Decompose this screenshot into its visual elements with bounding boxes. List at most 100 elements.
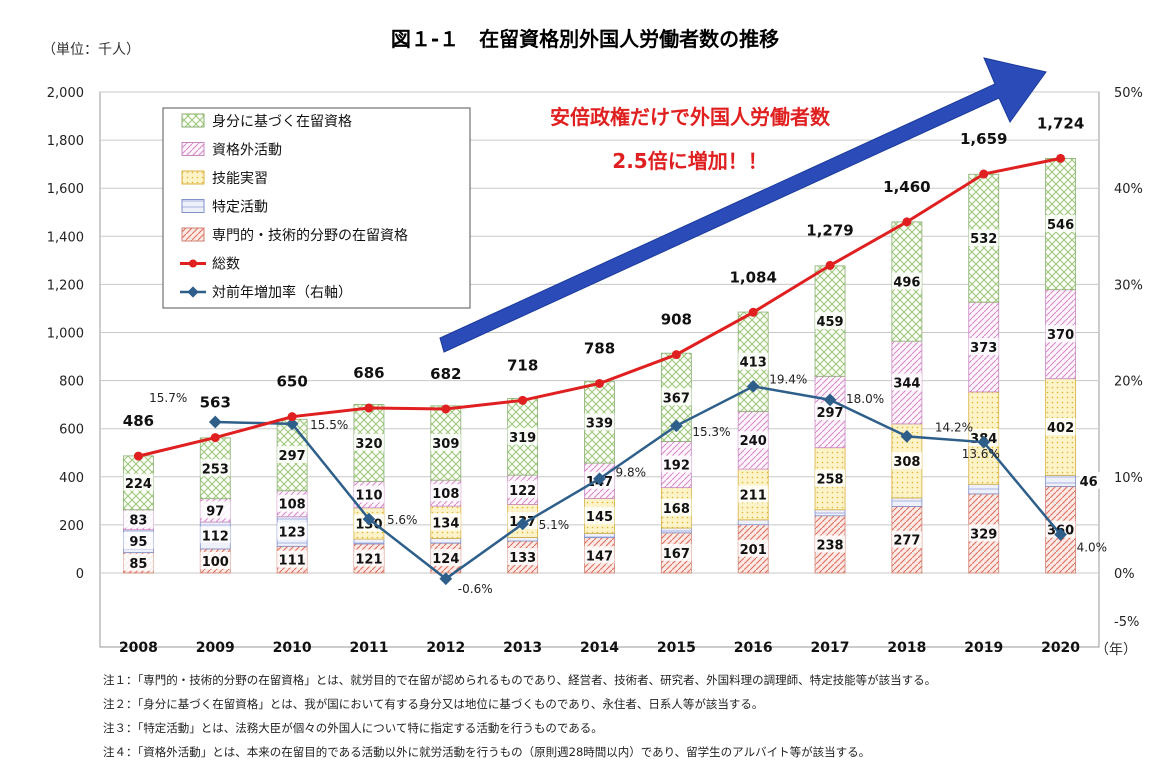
total-point	[902, 217, 912, 227]
segment-label-bg	[430, 484, 461, 502]
rate-label: 15.5%	[310, 418, 348, 432]
y-tick-label: 1,800	[47, 134, 84, 149]
annotation-line-2: 2.5倍に増加！！	[612, 149, 767, 173]
note-3: 注３：「特定活動」とは、法務大臣が個々の外国人について特に指定する活動を行うもの…	[103, 721, 603, 735]
segment-label: 320	[355, 437, 382, 452]
segment-label-bg	[584, 546, 615, 564]
x-tick-label: 2018	[887, 640, 926, 656]
segment-label-bg	[430, 513, 461, 531]
segment-label-bg	[815, 535, 846, 553]
segment-label: 367	[663, 391, 690, 406]
y2-tick-label: 30%	[1114, 278, 1143, 293]
segment-label: 108	[279, 498, 306, 513]
x-tick-label: 2012	[426, 640, 465, 656]
segment-label: 168	[663, 502, 690, 517]
x-tick-label: 2015	[657, 640, 696, 656]
total-label: 682	[430, 365, 461, 383]
segment-label-bg	[584, 413, 615, 431]
segment-label-bg	[507, 427, 538, 445]
y2-tick-label: -5%	[1114, 615, 1139, 630]
total-label: 908	[661, 311, 692, 329]
segment-label: 111	[279, 554, 306, 569]
segment-label-bg	[123, 532, 154, 550]
segment-label: 192	[663, 459, 690, 474]
total-label: 1,659	[960, 130, 1007, 148]
rate-point	[208, 415, 222, 429]
rate-label: 15.7%	[149, 391, 187, 405]
y2-axis-ticks: -5% 0% 10% 20% 30% 40% 50%	[1114, 86, 1143, 630]
segment-label-bg	[200, 501, 231, 519]
segment-label: 124	[432, 552, 459, 567]
segment-label: 83	[129, 514, 147, 529]
total-label: 788	[584, 339, 615, 357]
segment-label-bg	[815, 402, 846, 420]
total-point	[518, 395, 528, 405]
x-tick-label: 2014	[580, 640, 619, 656]
segment-label-bg	[891, 451, 922, 469]
bar-segment	[507, 537, 539, 542]
segment-label-bg	[584, 506, 615, 524]
note-2: 注２：「身分に基づく在留資格」とは、我が国において有する身分又は地位に基づくもの…	[103, 697, 764, 711]
segment-label: 134	[432, 516, 459, 531]
x-tick-label: 2010	[273, 640, 312, 656]
bar-segment	[1045, 474, 1076, 487]
segment-label-bg	[738, 352, 769, 370]
y-tick-label: 2,000	[47, 86, 84, 101]
segment-label-bg	[891, 530, 922, 548]
y-tick-label: 800	[59, 375, 84, 390]
segment-label: 329	[970, 527, 997, 542]
segment-label-bg	[891, 272, 922, 290]
total-point	[1056, 153, 1066, 163]
x-tick-label: 2013	[503, 640, 542, 656]
legend-label: 資格外活動	[212, 143, 282, 159]
x-axis-ticks: 2008 2009 2010 2011 2012 2013 2014 2015 2016 2017…	[119, 640, 1080, 656]
total-point	[210, 433, 220, 443]
x-tick-label: 2017	[811, 640, 850, 656]
note-1: 注１：「専門的・技術的分野の在留資格」とは、就労目的で在留が認められるものであり…	[103, 673, 937, 687]
segment-label: 211	[740, 488, 767, 503]
rate-label: 18.0%	[846, 392, 884, 406]
segment-label-bg	[1045, 418, 1076, 436]
total-point	[441, 404, 451, 414]
total-line: 486 563 650 686 682 718 788 908 1,084 1,279 1,460 1…	[123, 114, 1084, 461]
segment-label-bg	[815, 469, 846, 487]
segment-label: 46	[1080, 475, 1098, 490]
segment-label-bg	[123, 510, 154, 528]
segment-label-bg	[891, 373, 922, 391]
segment-label: 339	[586, 416, 613, 431]
y-tick-label: 200	[59, 519, 84, 534]
segment-label: 277	[893, 534, 920, 549]
total-point	[364, 403, 374, 413]
segment-label-bg	[277, 494, 308, 512]
x-tick-label: 2009	[196, 640, 235, 656]
note-4: 注４：「資格外活動」とは、本来の在留目的である活動以外に就労活動を行うもの（原則…	[103, 745, 871, 759]
x-tick-label: 2016	[734, 640, 773, 656]
rate-label: 19.4%	[769, 372, 807, 386]
rate-label: 4.0%	[1077, 541, 1108, 555]
segment-label-bg	[277, 446, 308, 464]
segment-label: 95	[129, 535, 147, 550]
segment-label: 413	[740, 356, 767, 371]
rate-line: 15.7% 15.5% 5.6% -0.6% 5.1% 9.8% 15.3% 19.4% 18.…	[149, 372, 1107, 595]
y2-tick-label: 40%	[1114, 182, 1143, 197]
segment-label: 145	[586, 510, 613, 525]
total-label: 1,084	[729, 268, 776, 286]
segment-label-bg	[507, 548, 538, 566]
segment-label-bg	[123, 553, 154, 571]
bar-segment	[814, 509, 846, 517]
legend-label: 対前年増加率（右軸）	[212, 284, 352, 301]
segment-label: 121	[355, 552, 382, 567]
segment-label: 297	[279, 449, 306, 464]
segment-label: 147	[586, 549, 613, 564]
total-point	[825, 260, 835, 270]
segment-label-bg	[815, 312, 846, 330]
legend-label: 技能実習	[212, 171, 268, 187]
y-tick-label: 1,600	[47, 182, 84, 197]
segment-label: 97	[206, 504, 224, 519]
segment-label: 258	[816, 473, 843, 488]
total-label: 563	[200, 394, 231, 412]
segment-label: 110	[355, 489, 382, 504]
rate-label: 9.8%	[616, 466, 647, 480]
total-point	[133, 451, 143, 461]
segment-label-bg	[430, 549, 461, 567]
